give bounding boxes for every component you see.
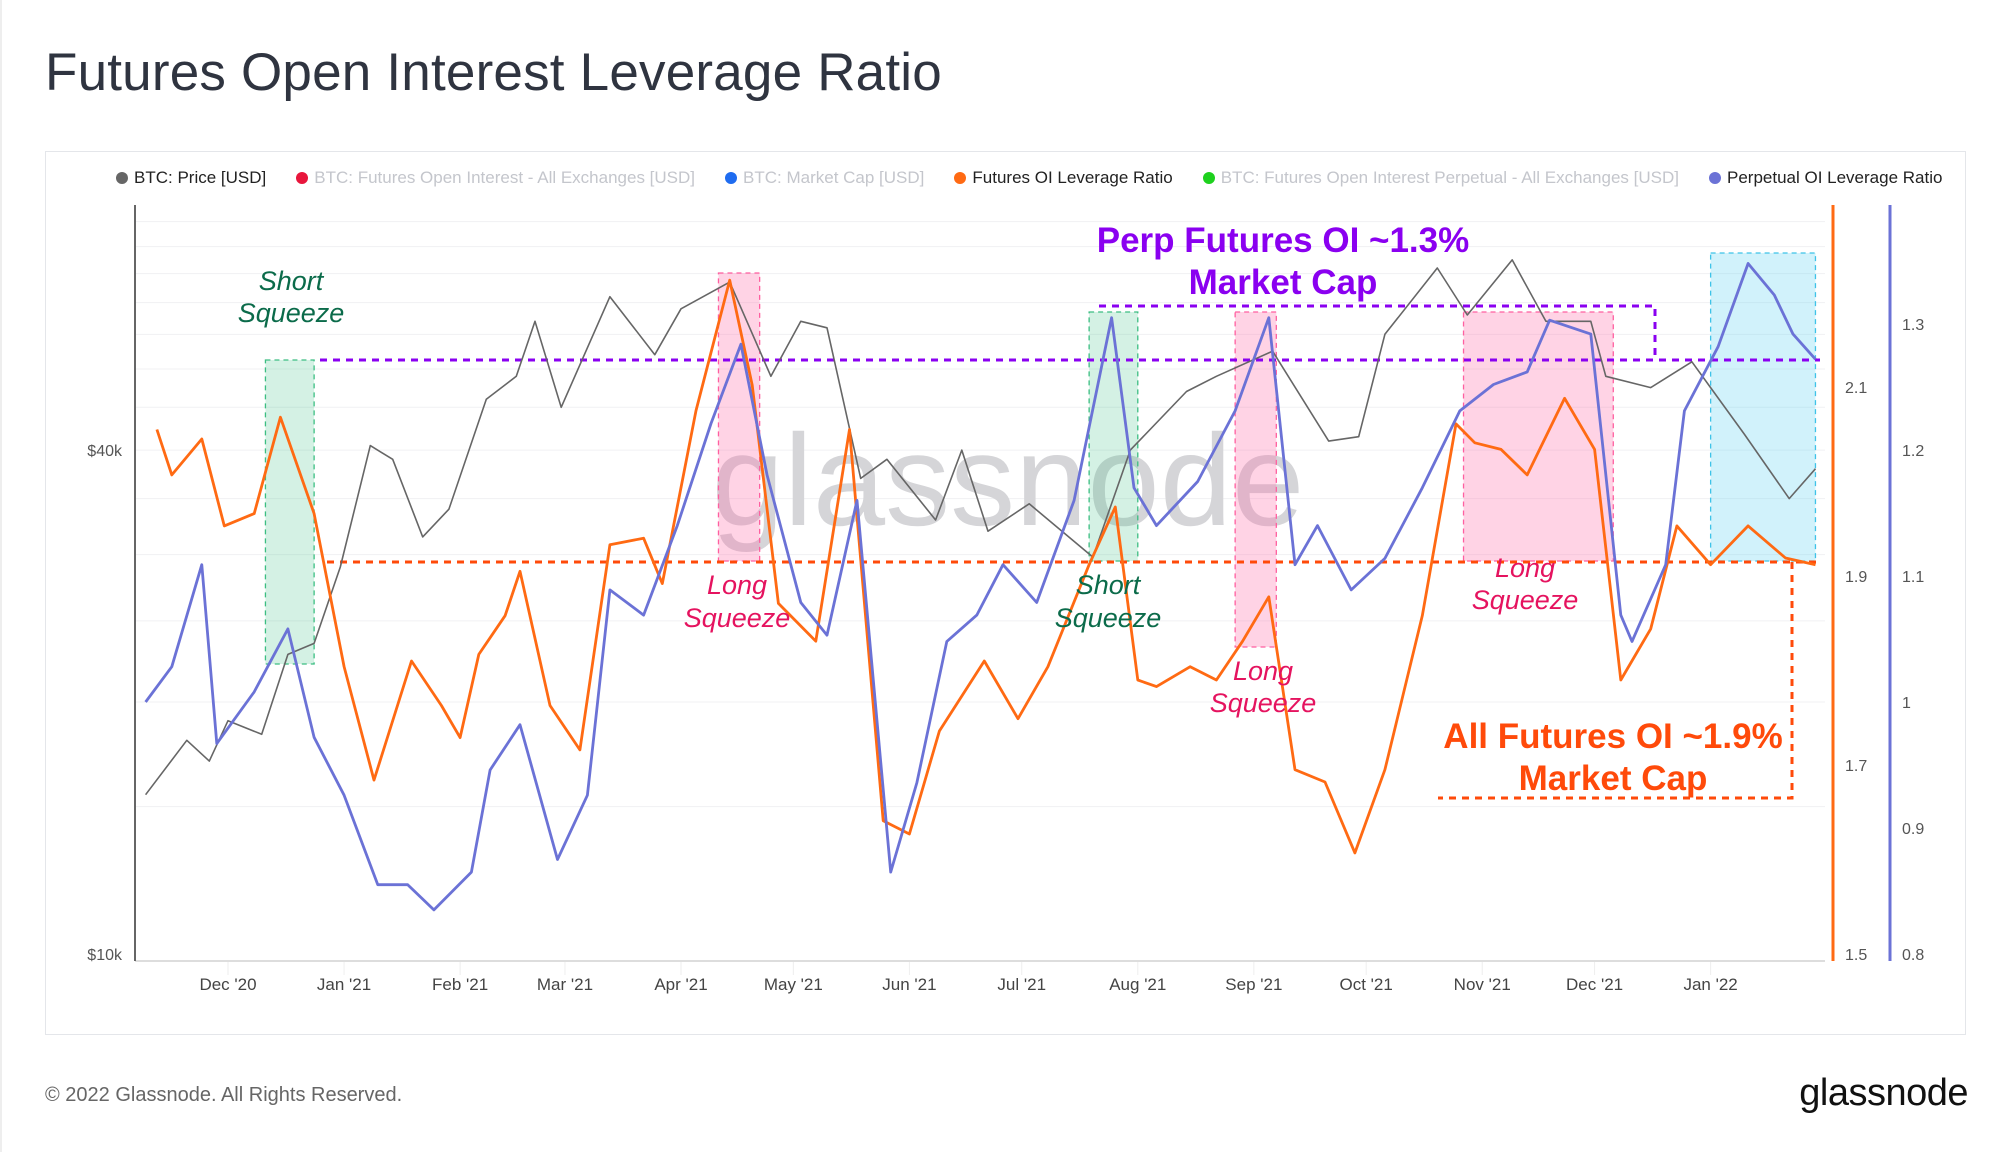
- legend-item[interactable]: BTC: Futures Open Interest Perpetual - A…: [1202, 168, 1679, 188]
- legend-label: BTC: Price [USD]: [134, 168, 267, 187]
- glassnode-logo: glassnode: [1799, 1072, 1968, 1114]
- legend-dot-icon: [954, 172, 967, 184]
- futures-ratio-tick-label: 1.7: [1845, 758, 1867, 775]
- x-tick-label: Aug '21: [1109, 975, 1166, 994]
- legend-item[interactable]: BTC: Price [USD]: [116, 168, 266, 188]
- legend-label: BTC: Futures Open Interest - All Exchang…: [314, 168, 696, 187]
- callout-text: Market Cap: [1519, 759, 1708, 798]
- callout-text: Perp Futures OI ~1.3%: [1097, 221, 1470, 260]
- squeeze-region: [1709, 252, 1817, 562]
- legend-dot-icon: [725, 172, 738, 184]
- region-label: Squeeze: [684, 603, 791, 633]
- legend-label: Perpetual OI Leverage Ratio: [1726, 168, 1943, 187]
- chart-card: [45, 151, 1966, 1035]
- x-tick-label: Jan '22: [1683, 975, 1737, 994]
- squeeze-region: [717, 272, 761, 562]
- region-label: Squeeze: [1055, 603, 1162, 633]
- legend-item[interactable]: Perpetual OI Leverage Ratio: [1708, 168, 1943, 188]
- perp-ratio-tick-label: 0.9: [1902, 821, 1924, 838]
- region-label: Short: [1076, 570, 1142, 600]
- squeeze-region: [1234, 311, 1277, 648]
- legend-dot-icon: [1708, 172, 1721, 184]
- page-edge: [0, 0, 2, 1152]
- squeeze-region: [264, 359, 315, 665]
- region-label: Squeeze: [1472, 585, 1579, 615]
- futures-ratio-tick-label: 1.9: [1845, 569, 1867, 586]
- legend-item[interactable]: Futures OI Leverage Ratio: [954, 168, 1173, 188]
- perp-ratio-tick-label: 1.2: [1902, 443, 1924, 460]
- perp-ratio-tick-label: 1: [1902, 695, 1911, 712]
- region-label: Squeeze: [238, 298, 345, 328]
- x-tick-label: Sep '21: [1225, 975, 1282, 994]
- legend-dot-icon: [1202, 172, 1215, 184]
- x-tick-label: May '21: [764, 975, 823, 994]
- region-label: Long: [1495, 553, 1555, 583]
- page-title: Futures Open Interest Leverage Ratio: [45, 43, 942, 102]
- legend-item[interactable]: BTC: Market Cap [USD]: [725, 168, 924, 188]
- watermark: glassnode: [712, 407, 1305, 553]
- x-tick-label: Jan '21: [317, 975, 371, 994]
- x-tick-label: Apr '21: [654, 975, 707, 994]
- x-tick-label: Dec '20: [199, 975, 256, 994]
- x-tick-label: Jul '21: [997, 975, 1046, 994]
- x-tick-label: Feb '21: [432, 975, 488, 994]
- perp-ratio-tick-label: 0.8: [1902, 947, 1924, 964]
- x-tick-label: Jun '21: [882, 975, 936, 994]
- x-tick-label: Mar '21: [537, 975, 593, 994]
- x-tick-label: Nov '21: [1454, 975, 1511, 994]
- x-tick-label: Dec '21: [1566, 975, 1623, 994]
- region-label: Short: [259, 266, 325, 296]
- x-tick-label: Oct '21: [1340, 975, 1393, 994]
- futures-ratio-tick-label: 1.5: [1845, 947, 1867, 964]
- legend-dot-icon: [296, 172, 309, 184]
- region-label: Long: [1233, 656, 1293, 686]
- legend-label: BTC: Market Cap [USD]: [743, 168, 925, 187]
- legend-label: Futures OI Leverage Ratio: [972, 168, 1173, 187]
- callout-text: Market Cap: [1189, 263, 1378, 302]
- series-line-price: [144, 259, 1817, 796]
- copyright: © 2022 Glassnode. All Rights Reserved.: [45, 1084, 403, 1106]
- legend-label: BTC: Futures Open Interest Perpetual - A…: [1220, 168, 1679, 187]
- perp-ratio-tick-label: 1.1: [1902, 569, 1924, 586]
- squeeze-region: [1088, 311, 1139, 562]
- perp-ratio-tick-label: 1.3: [1902, 317, 1924, 334]
- price-tick-label: $40k: [87, 443, 123, 460]
- perp-level-bracket: [1099, 304, 1657, 360]
- region-label: Squeeze: [1210, 688, 1317, 718]
- price-tick-label: $10k: [87, 947, 123, 964]
- futures-ratio-tick-label: 2.1: [1845, 380, 1867, 397]
- callout-text: All Futures OI ~1.9%: [1443, 717, 1782, 756]
- legend-item[interactable]: BTC: Futures Open Interest - All Exchang…: [296, 168, 695, 188]
- series-line-futures_ratio: [155, 278, 1816, 855]
- chart-legend: BTC: Price [USD] BTC: Futures Open Intere…: [116, 168, 1942, 188]
- futures-level-bracket: [1438, 562, 1794, 800]
- region-label: Long: [707, 570, 767, 600]
- series-line-perp_ratio: [144, 262, 1817, 912]
- legend-dot-icon: [116, 172, 128, 184]
